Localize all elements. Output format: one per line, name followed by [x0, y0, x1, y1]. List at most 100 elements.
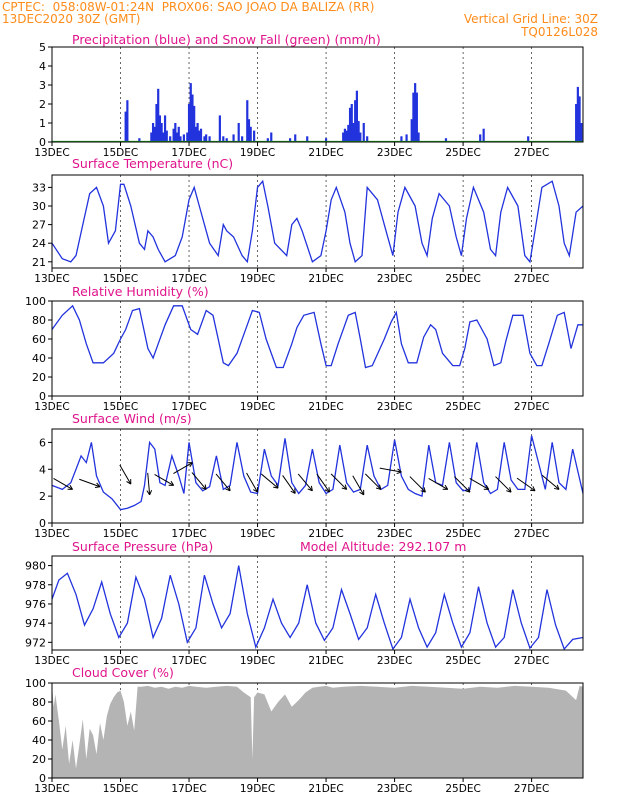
temp-xtick-label: 15DEC: [103, 273, 138, 285]
cloud-ytick-label: 0: [39, 772, 46, 785]
precip-bar: [306, 136, 309, 142]
wind-arrow: [428, 477, 449, 490]
temp-xtick-label: 25DEC: [445, 273, 480, 285]
pressure-ytick-label: 974: [25, 617, 46, 630]
wind-arrow-head: [359, 491, 365, 496]
wind-arrow: [316, 473, 330, 493]
wind-arrow: [352, 475, 365, 496]
precip-bar: [350, 104, 353, 142]
rh-ytick-label: 100: [25, 295, 46, 308]
temp-ytick-label: 21: [32, 256, 46, 269]
wind-xtick-label: 19DEC: [240, 528, 275, 540]
wind-arrow-head: [420, 490, 426, 493]
temp-frame: [51, 174, 584, 269]
precip-bar: [270, 132, 273, 142]
precip-ytick-label: 2: [39, 98, 46, 111]
precip-bar: [405, 134, 408, 142]
pressure-xtick-label: 21DEC: [308, 655, 343, 667]
precip-bar: [576, 86, 579, 142]
precip-bar: [479, 134, 482, 142]
wind-title: Surface Wind (m/s): [72, 411, 192, 426]
precip-bar: [203, 136, 206, 142]
wind-arrow-head: [294, 488, 296, 494]
precip-bar: [288, 138, 292, 142]
pressure-ytick-label: 978: [25, 579, 46, 592]
wind-arrow-head: [465, 490, 471, 493]
cloud-ytick-label: 20: [32, 753, 46, 766]
rh-xtick-label: 21DEC: [308, 401, 343, 413]
wind-arrow: [469, 477, 490, 490]
precip-bar: [246, 100, 249, 142]
precip-xtick-label: 21DEC: [308, 147, 343, 159]
temp-xtick-label: 27DEC: [514, 273, 549, 285]
wind-arrow-head: [468, 487, 471, 493]
precip-bar: [580, 123, 583, 142]
wind-arrow: [79, 478, 101, 488]
pressure-panel: [48, 555, 584, 654]
temp-panel: [48, 174, 584, 272]
precip-bar: [199, 128, 203, 142]
precip-bar: [165, 130, 168, 142]
wind-arrow-head: [146, 490, 151, 496]
wind-arrow: [173, 462, 193, 475]
precip-bar: [175, 132, 179, 142]
precip-bar: [222, 136, 225, 142]
wind-arrow-head: [378, 484, 382, 490]
wind-arrow-shaft: [454, 476, 471, 493]
wind-arrow-head: [444, 484, 449, 490]
wind-arrow-head: [96, 482, 101, 488]
wind-arrow: [409, 476, 426, 493]
wind-arrow-shaft: [246, 472, 258, 493]
precip-bar: [218, 115, 221, 142]
wind-arrow: [53, 477, 73, 490]
wind-arrow-head: [554, 487, 560, 490]
wind-arrow-head: [375, 487, 382, 490]
precip-bar: [157, 88, 160, 142]
cloud-ytick-label: 40: [32, 734, 46, 747]
precip-bar: [400, 136, 403, 142]
rh-xtick-label: 19DEC: [240, 401, 275, 413]
wind-arrow-head: [307, 488, 313, 492]
wind-arrow-head: [506, 490, 512, 493]
wind-arrow-head: [94, 486, 101, 488]
wind-arrow-shaft: [191, 472, 207, 490]
wind-arrow: [191, 472, 207, 490]
wind-arrow: [246, 472, 259, 493]
wind-arrow-shaft: [495, 476, 512, 493]
model-id-header: TQ0126L028: [521, 25, 598, 39]
wind-arrow: [379, 467, 402, 475]
wind-arrow-shaft: [297, 473, 313, 492]
precip-bar: [247, 119, 251, 142]
wind-arrow-shaft: [469, 477, 490, 490]
precip-frame: [51, 46, 584, 143]
precip-bar: [527, 136, 530, 142]
precip-bar: [352, 123, 355, 142]
wind-arrow-shaft: [147, 472, 151, 495]
wind-arrow-head: [423, 487, 426, 493]
cloud-ytick-label: 60: [32, 715, 46, 728]
rh-ytick-label: 80: [32, 314, 46, 327]
station-header: CPTEC: 058:08W-01:24N PROX06: SAO JOAO D…: [2, 0, 375, 14]
wind-arrow-shaft: [282, 475, 296, 494]
wind-arrow-shaft: [428, 477, 448, 490]
pressure-xtick-label: 17DEC: [171, 655, 206, 667]
precip-bar: [249, 126, 252, 142]
precip-bar: [355, 90, 358, 142]
precip-bar: [172, 128, 175, 142]
cloud-xtick-label: 15DEC: [103, 783, 138, 795]
cloud-panel: [48, 682, 584, 782]
wind-xtick-label: 21DEC: [308, 528, 343, 540]
wind-xtick-label: 27DEC: [514, 528, 549, 540]
rh-ytick-label: 40: [32, 352, 46, 365]
wind-arrow-shaft: [260, 473, 279, 489]
precip-bar: [150, 132, 153, 142]
cloud-xtick-label: 19DEC: [240, 783, 275, 795]
wind-arrow-head: [228, 485, 231, 491]
wind-arrow: [215, 473, 231, 492]
cloud-ytick-label: 80: [32, 696, 46, 709]
wind-arrow-shaft: [154, 473, 174, 486]
wind-arrow: [541, 474, 560, 490]
wind-xtick-label: 25DEC: [445, 528, 480, 540]
precip-bar: [126, 100, 129, 142]
wind-arrow-head: [201, 487, 207, 490]
